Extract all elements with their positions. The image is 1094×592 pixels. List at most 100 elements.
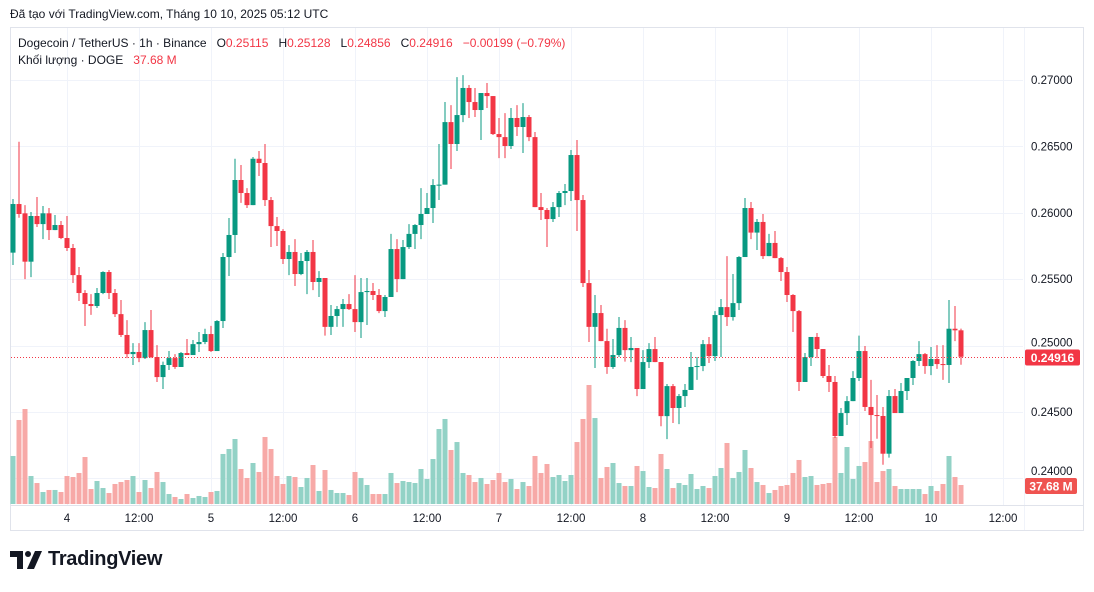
- candle: [916, 341, 922, 367]
- volume-bar: [340, 493, 346, 504]
- volume-bar: [364, 484, 370, 504]
- candle-body: [766, 242, 772, 257]
- candle-body: [412, 225, 418, 234]
- candle: [820, 349, 826, 379]
- time-tick-label: 12:00: [413, 513, 442, 525]
- candle-body: [502, 137, 508, 147]
- volume-bar: [406, 482, 412, 504]
- volume-bar: [106, 493, 112, 504]
- candle: [910, 360, 916, 386]
- candle-body: [538, 207, 544, 211]
- time-tick-label: 9: [784, 513, 790, 525]
- candle: [88, 294, 94, 315]
- volume-bar: [58, 491, 64, 504]
- candles: [10, 75, 964, 465]
- volume-label[interactable]: Khối lượng · DOGE: [18, 53, 124, 67]
- candle: [412, 224, 418, 250]
- candle-body: [586, 283, 592, 327]
- candle-body: [418, 213, 424, 226]
- low-label: L: [340, 36, 348, 50]
- candle-body: [250, 158, 256, 206]
- volume-bar: [52, 489, 58, 504]
- volume-bar: [352, 471, 358, 504]
- candle-body: [946, 328, 952, 365]
- volume-bar: [796, 459, 802, 504]
- candle-body: [286, 251, 292, 260]
- candle-body: [646, 349, 652, 363]
- candle-body: [346, 304, 352, 310]
- candle-body: [556, 193, 562, 208]
- volume-bar: [430, 459, 436, 504]
- candle: [904, 378, 910, 401]
- candle: [214, 320, 220, 352]
- candle-body: [232, 179, 238, 235]
- candle-body: [220, 257, 226, 322]
- candle-body: [784, 272, 790, 296]
- volume-bar: [652, 488, 658, 504]
- low-value: 0.24856: [347, 36, 391, 50]
- volume-bar: [70, 477, 76, 504]
- candle: [526, 115, 532, 142]
- candle-body: [400, 247, 406, 280]
- chart-pane[interactable]: [10, 27, 1084, 531]
- candle-body: [274, 226, 280, 231]
- candle-body: [130, 351, 136, 355]
- price-tick-label: 0.25500: [1031, 274, 1073, 286]
- change-value: −0.00199 (−0.79%): [462, 36, 566, 50]
- candle: [748, 202, 754, 240]
- candle-body: [580, 200, 586, 284]
- tradingview-logo[interactable]: TradingView: [10, 548, 162, 571]
- volume-bar: [292, 477, 298, 504]
- candle: [844, 396, 850, 426]
- volume-bar: [568, 475, 574, 504]
- candle: [658, 362, 664, 427]
- candle: [760, 213, 766, 260]
- symbol-label[interactable]: Dogecoin / TetherUS · 1h · Binance: [18, 36, 207, 50]
- time-tick-label: 4: [64, 513, 71, 525]
- candle: [112, 289, 118, 318]
- candle: [946, 300, 952, 384]
- candle: [718, 298, 724, 358]
- candle-body: [430, 185, 436, 209]
- candle-body: [376, 295, 382, 312]
- volume-bar: [508, 478, 514, 504]
- volume-bar: [394, 483, 400, 504]
- time-tick-label: 6: [352, 513, 358, 525]
- volume-bar: [748, 467, 754, 504]
- candle-body: [484, 93, 490, 97]
- candle-body: [808, 336, 814, 358]
- chart-caption: Đã tạo với TradingView.com, Tháng 10 10,…: [10, 7, 329, 21]
- candle-body: [856, 351, 862, 379]
- candle-body: [868, 406, 874, 416]
- candle-body: [508, 117, 514, 147]
- candle: [556, 191, 562, 218]
- candle: [148, 310, 154, 359]
- candle: [922, 353, 928, 374]
- candle-body: [520, 117, 526, 128]
- volume-bar: [808, 476, 814, 504]
- candle: [76, 266, 82, 301]
- candle-body: [226, 234, 232, 258]
- volume-bar: [610, 463, 616, 504]
- last-price-label: 0.24916: [1031, 351, 1075, 365]
- candle-body: [676, 396, 682, 409]
- volume-bar: [130, 476, 136, 504]
- volume-bar: [562, 481, 568, 504]
- candle-body: [46, 213, 52, 231]
- candle-body: [448, 122, 454, 145]
- volume-bar: [388, 472, 394, 504]
- volume-bar: [346, 495, 352, 504]
- candle: [256, 151, 262, 177]
- candle-body: [370, 291, 376, 296]
- candle: [544, 208, 550, 248]
- volume-bar: [412, 483, 418, 504]
- volume-bar: [298, 487, 304, 504]
- candle: [346, 294, 352, 311]
- volume-bar: [196, 495, 202, 504]
- volume-bar: [946, 455, 952, 504]
- volume-bar: [334, 493, 340, 504]
- candle: [124, 320, 130, 359]
- open-label: O: [216, 36, 226, 50]
- close-label: C: [400, 36, 410, 50]
